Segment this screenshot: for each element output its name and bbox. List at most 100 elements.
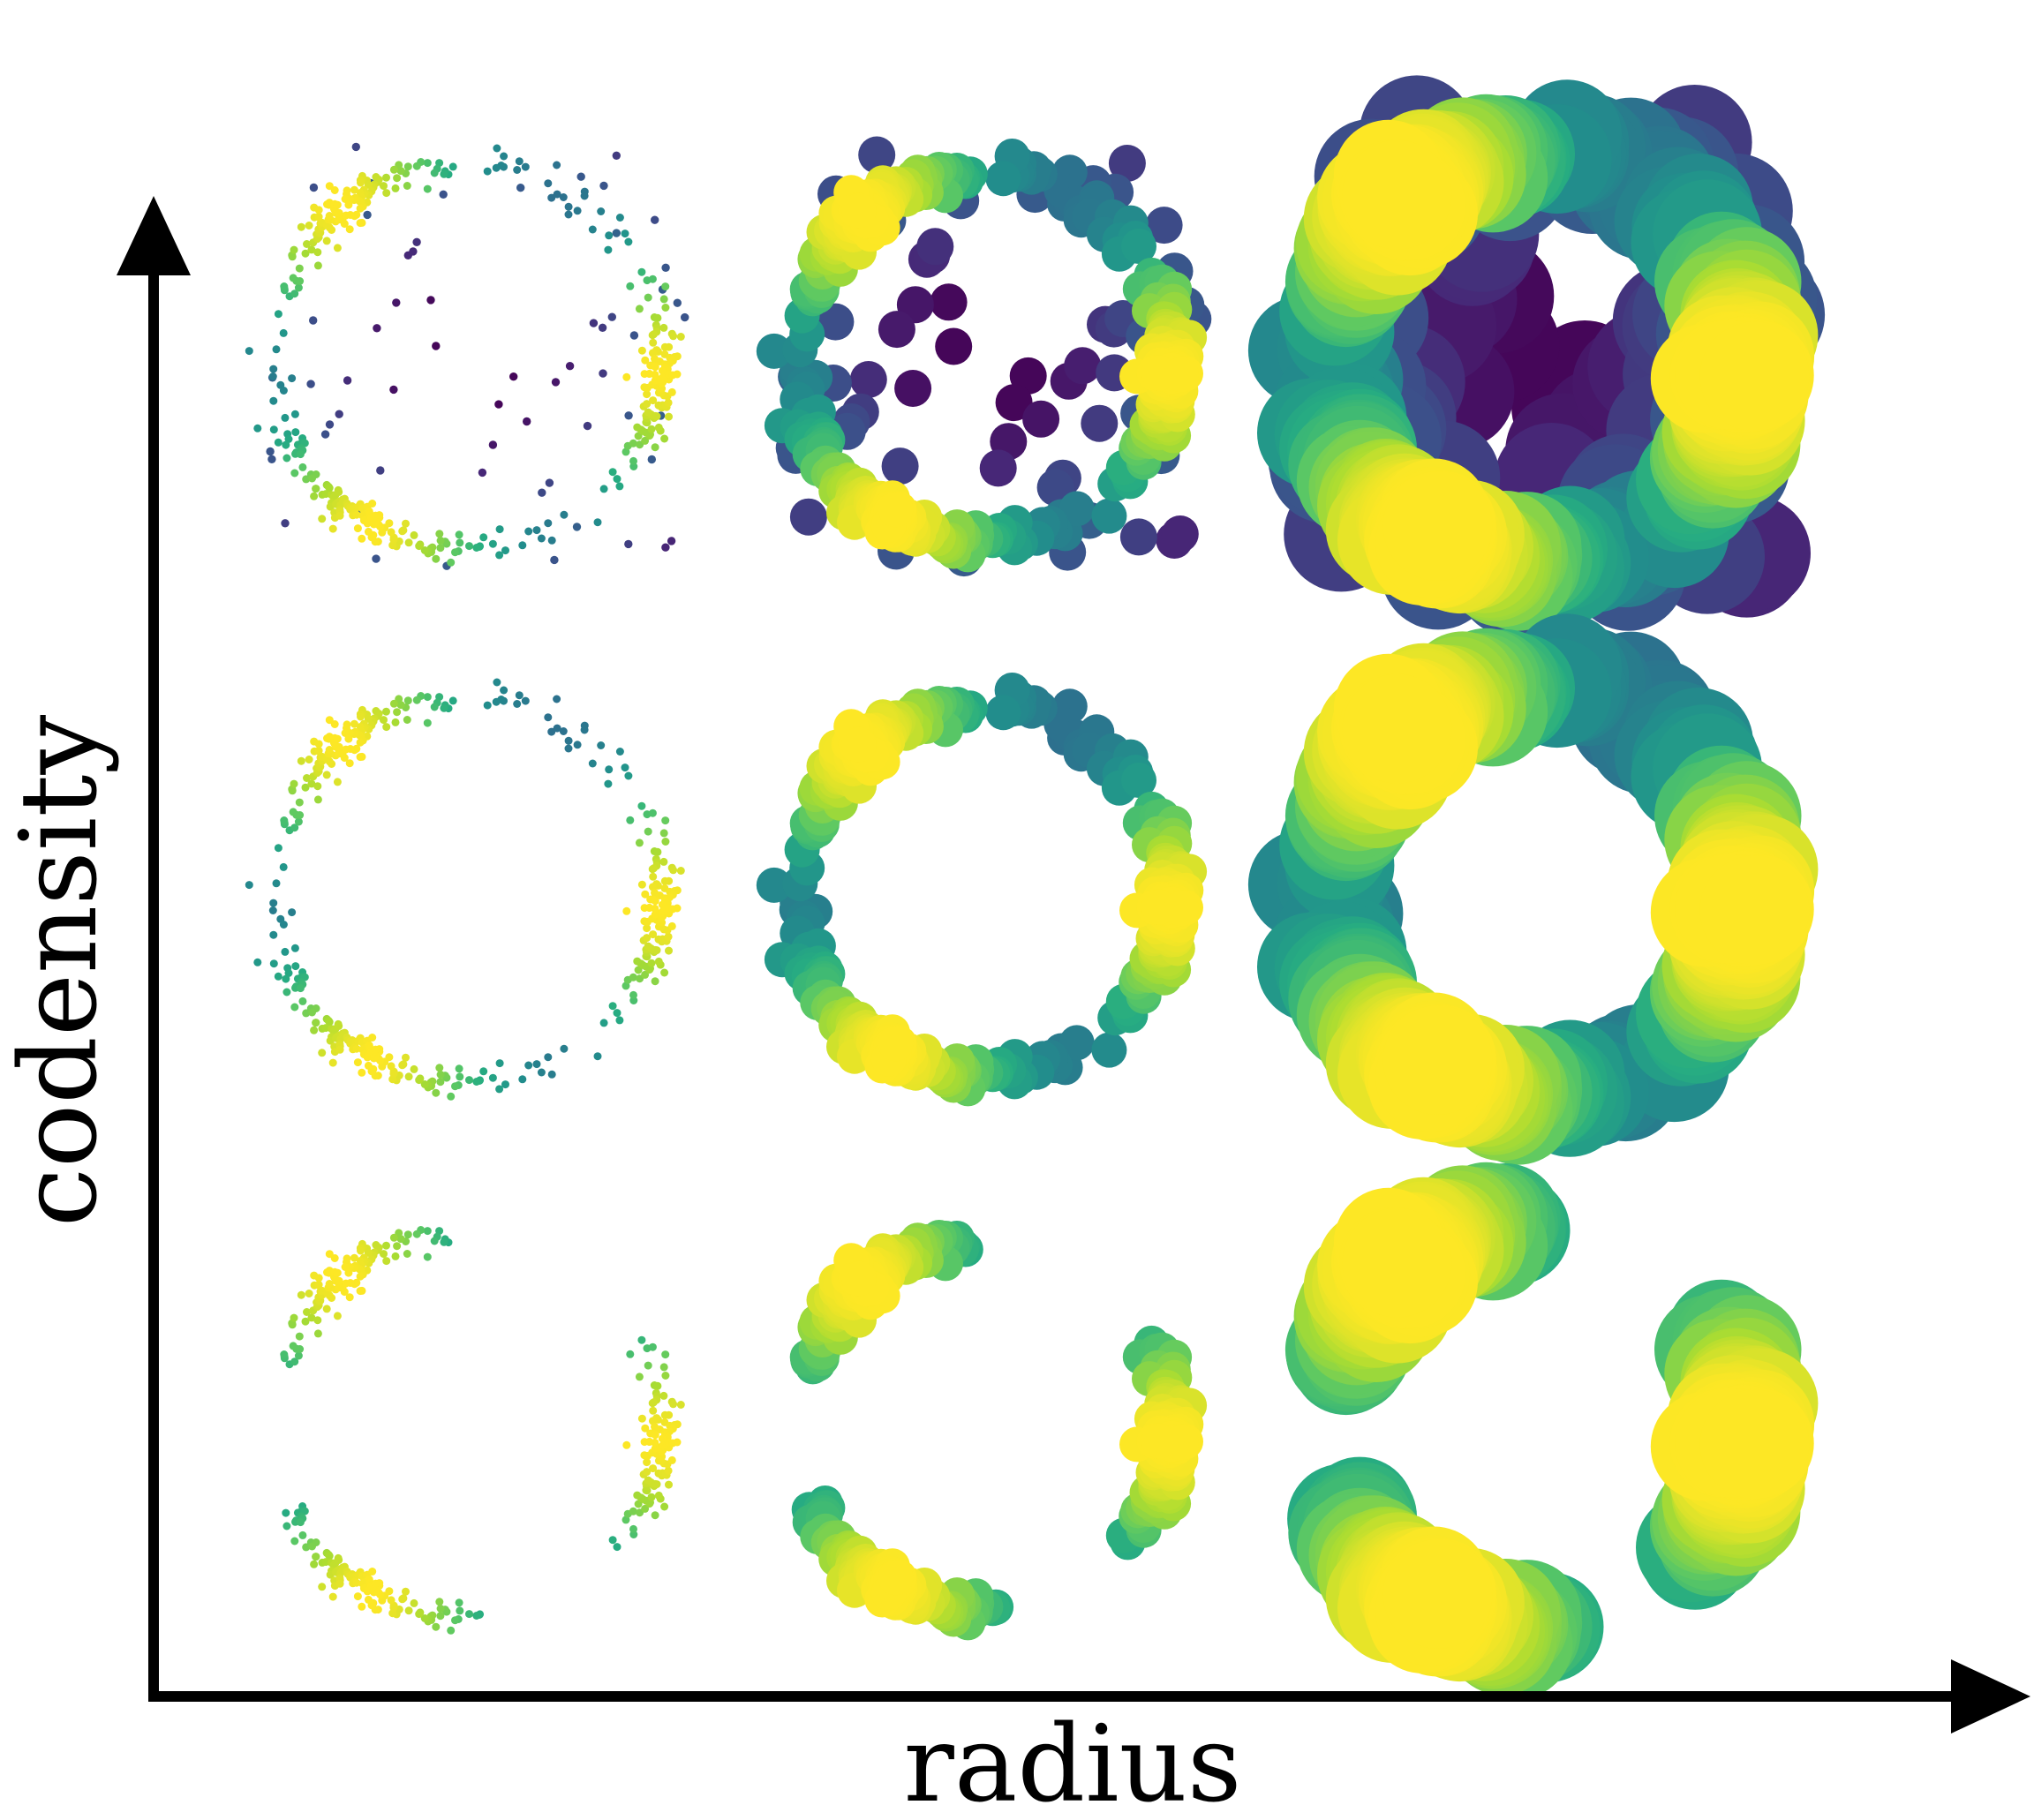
data-point xyxy=(598,323,607,332)
data-point xyxy=(412,696,421,704)
data-point xyxy=(651,1431,659,1440)
data-point xyxy=(643,924,652,933)
data-point xyxy=(440,1237,448,1246)
data-point xyxy=(664,1466,673,1475)
data-point xyxy=(930,283,968,321)
data-point xyxy=(1382,1005,1493,1115)
data-point xyxy=(629,973,637,981)
data-point xyxy=(309,316,318,325)
data-point xyxy=(483,701,492,710)
data-point xyxy=(648,1342,657,1351)
data-point xyxy=(1121,763,1156,798)
data-point xyxy=(402,1587,410,1596)
data-point xyxy=(448,696,457,705)
data-point xyxy=(653,847,662,856)
data-point xyxy=(640,917,649,926)
data-point xyxy=(404,1606,413,1615)
data-point xyxy=(455,530,463,539)
data-point xyxy=(313,795,322,804)
data-point xyxy=(380,182,388,191)
data-point xyxy=(659,295,668,304)
data-point xyxy=(313,1316,322,1325)
data-point xyxy=(436,1605,445,1613)
data-point xyxy=(637,1335,646,1344)
data-point xyxy=(353,1058,362,1067)
data-point xyxy=(622,372,631,381)
data-point xyxy=(290,779,298,788)
data-point xyxy=(267,455,276,463)
data-point xyxy=(643,390,652,399)
data-point xyxy=(647,959,656,967)
data-point xyxy=(344,1268,353,1277)
data-point xyxy=(643,400,652,409)
data-point xyxy=(456,1606,464,1615)
data-point xyxy=(423,184,432,193)
data-point xyxy=(387,1062,396,1071)
data-point xyxy=(393,174,402,183)
data-point xyxy=(352,510,361,519)
data-point xyxy=(320,430,330,439)
data-point xyxy=(649,338,658,347)
data-point xyxy=(301,783,310,792)
data-point xyxy=(447,1092,456,1101)
data-point xyxy=(544,179,553,188)
data-point xyxy=(325,746,334,754)
data-point xyxy=(637,801,646,810)
data-point xyxy=(455,1598,463,1607)
data-point xyxy=(545,478,554,487)
data-point xyxy=(661,1350,670,1359)
data-point xyxy=(382,1257,391,1266)
data-point xyxy=(412,1230,421,1238)
data-point xyxy=(393,708,402,717)
data-point xyxy=(621,229,629,238)
data-point xyxy=(635,839,644,847)
data-point xyxy=(849,361,887,398)
data-point xyxy=(318,515,327,523)
data-point xyxy=(651,1511,659,1520)
data-point xyxy=(322,771,331,779)
data-point xyxy=(644,827,652,836)
panel-radius-large-codensity-low xyxy=(1284,1162,1819,1699)
data-point xyxy=(373,324,381,333)
data-point xyxy=(576,172,585,181)
data-point xyxy=(599,369,607,378)
data-point xyxy=(305,756,313,763)
data-point xyxy=(389,699,398,708)
data-point xyxy=(658,1434,667,1443)
data-point xyxy=(296,450,305,459)
data-point xyxy=(302,475,311,484)
data-point xyxy=(564,736,573,745)
data-point xyxy=(652,1480,661,1489)
data-point xyxy=(245,347,253,356)
data-point xyxy=(398,1595,407,1604)
data-point xyxy=(333,1268,342,1277)
data-point xyxy=(341,195,350,203)
data-point xyxy=(269,365,278,373)
data-point xyxy=(515,157,524,166)
data-point xyxy=(647,455,656,464)
data-point xyxy=(580,726,589,734)
data-point xyxy=(280,282,289,290)
data-point xyxy=(916,228,954,266)
data-point xyxy=(325,182,334,191)
data-point xyxy=(667,1455,676,1464)
data-point xyxy=(840,1260,877,1297)
data-point xyxy=(312,1019,320,1027)
data-point xyxy=(314,1281,323,1289)
data-point xyxy=(307,245,316,254)
data-point xyxy=(641,970,650,979)
data-point xyxy=(573,207,582,215)
data-point xyxy=(356,219,365,228)
data-point xyxy=(357,712,365,721)
data-point xyxy=(371,1579,380,1588)
data-point xyxy=(289,1342,298,1350)
data-point xyxy=(439,190,448,199)
panel-radius-small-codensity-high xyxy=(245,142,689,570)
data-point xyxy=(356,1272,365,1281)
data-point xyxy=(322,237,331,245)
data-point xyxy=(308,1542,316,1551)
data-point xyxy=(364,1061,373,1070)
data-point xyxy=(667,537,676,545)
data-point xyxy=(472,544,481,552)
data-point xyxy=(356,738,365,747)
